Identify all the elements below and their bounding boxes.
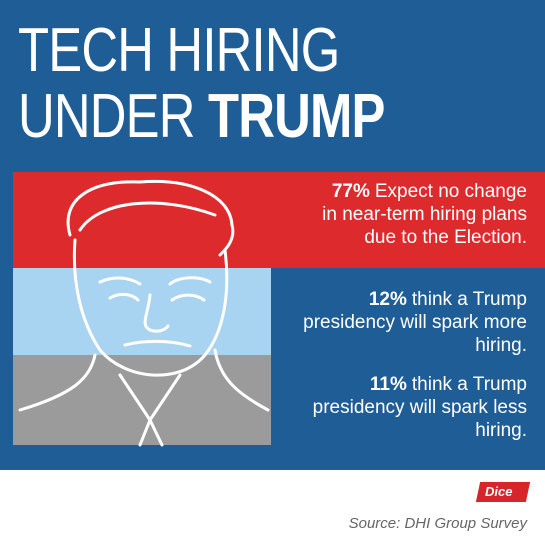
stat-line: hiring. (313, 419, 527, 442)
stat-percent: 77% (331, 181, 370, 202)
stat-line: 12% think a Trump (303, 288, 527, 311)
red-band (13, 172, 545, 268)
stat-text: hiring. (475, 420, 527, 441)
stat-text: presidency will spark more (303, 312, 527, 333)
stat-line: in near-term hiring plans (322, 203, 527, 226)
title-word: UNDER (18, 82, 195, 151)
gray-band (13, 355, 271, 445)
title-line: UNDER TRUMP (18, 86, 385, 148)
stat-text: hiring. (475, 335, 527, 356)
stat-text: presidency will spark less (312, 397, 527, 418)
stat-percent: 12% (368, 289, 407, 310)
stat-line: 11% think a Trump (313, 373, 527, 396)
stat: 11% think a Trump presidency will spark le… (313, 373, 527, 442)
stat: 77% Expect no change in near-term hiring p… (322, 180, 527, 249)
stat-line: due to the Election. (322, 226, 527, 249)
title-line: TECH HIRING (18, 16, 340, 85)
stat-percent: 11% (369, 374, 407, 395)
stat-text: think a Trump (411, 289, 527, 310)
title-word-bold: TRUMP (207, 82, 385, 151)
stat: 12% think a Trump presidency will spark mo… (303, 288, 527, 357)
portrait-lines (18, 179, 270, 447)
stat-text: Expect no change (374, 181, 527, 202)
stat-line: presidency will spark less (313, 396, 527, 419)
source: Source: DHI Group Survey (348, 515, 527, 532)
stat-line: 77% Expect no change (322, 180, 527, 203)
logo: Dice (485, 484, 513, 499)
stat-line: hiring. (303, 334, 527, 357)
stat-text: due to the Election. (364, 227, 527, 248)
stat-text: in near-term hiring plans (322, 204, 527, 225)
stat-text: think a Trump (411, 374, 527, 395)
stat-line: presidency will spark more (303, 311, 527, 334)
